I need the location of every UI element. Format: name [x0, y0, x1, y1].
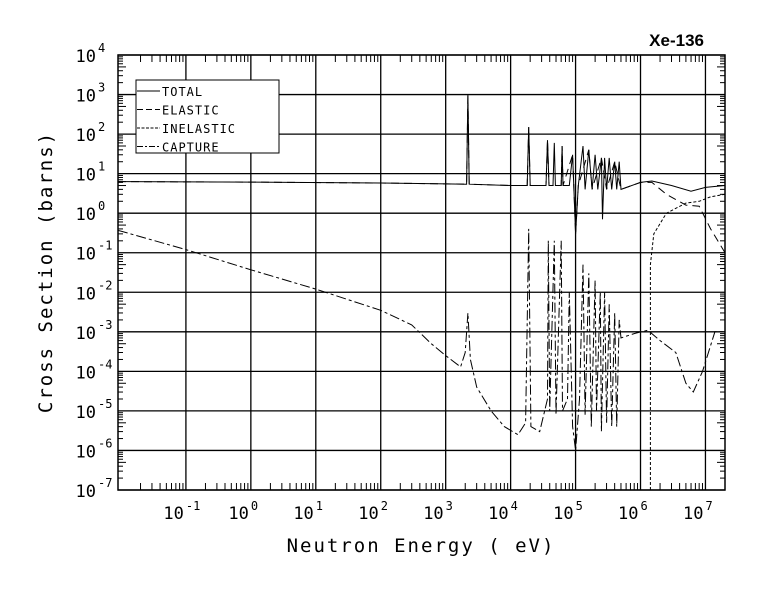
- y-tick-label: 10: [76, 47, 96, 67]
- tick-labels: 10 -1 10 0 10 1 10 2 10 3 10 4 10 5 10 6 10 710 410 310 210 1…: [76, 41, 713, 524]
- legend-box: [135, 79, 280, 154]
- legend-label-inelastic: INELASTIC: [162, 122, 236, 136]
- x-tick-label: 10: [423, 504, 443, 524]
- series-line-elastic: [118, 94, 725, 253]
- x-tick-exponent: 2: [381, 499, 388, 513]
- x-tick-exponent: 5: [576, 499, 583, 513]
- y-tick-exponent: 4: [98, 41, 105, 55]
- y-tick-label: 10: [76, 205, 96, 225]
- y-tick-exponent: -7: [98, 476, 112, 490]
- y-tick-exponent: -5: [98, 397, 112, 411]
- x-tick-exponent: 4: [511, 499, 518, 513]
- chart-title: Xe-136: [649, 31, 704, 50]
- x-tick-label: 10: [683, 504, 703, 524]
- x-tick-label: 10: [553, 504, 573, 524]
- series-line-inelastic: [649, 193, 725, 490]
- y-tick-exponent: -3: [98, 318, 112, 332]
- y-tick-exponent: 1: [98, 160, 105, 174]
- legend-label-total: TOTAL: [162, 85, 203, 99]
- x-tick-label: 10: [228, 504, 248, 524]
- x-tick-exponent: 6: [641, 499, 648, 513]
- y-tick-exponent: -2: [98, 278, 112, 292]
- y-tick-label: 10: [76, 284, 96, 304]
- y-tick-label: 10: [76, 442, 96, 462]
- y-tick-exponent: 2: [98, 120, 105, 134]
- x-axis-label: Neutron Energy ( eV): [287, 535, 556, 557]
- x-tick-label: 10: [358, 504, 378, 524]
- y-tick-label: 10: [76, 363, 96, 383]
- y-tick-label: 10: [76, 482, 96, 502]
- y-tick-exponent: -6: [98, 436, 112, 450]
- y-tick-label: 10: [76, 87, 96, 107]
- x-tick-exponent: 7: [705, 499, 712, 513]
- legend-label-capture: CAPTURE: [162, 141, 220, 155]
- legend-label-elastic: ELASTIC: [162, 104, 220, 118]
- x-tick-exponent: 0: [251, 499, 258, 513]
- y-tick-exponent: -4: [98, 357, 112, 371]
- x-tick-exponent: -1: [186, 499, 200, 513]
- y-tick-label: 10: [76, 126, 96, 146]
- series-line-capture: [118, 228, 725, 451]
- legend: TOTAL ELASTIC INELASTIC CAPTURE: [135, 79, 280, 155]
- x-tick-label: 10: [488, 504, 508, 524]
- x-tick-label: 10: [163, 504, 183, 524]
- y-tick-exponent: 3: [98, 81, 105, 95]
- y-tick-label: 10: [76, 324, 96, 344]
- y-tick-label: 10: [76, 403, 96, 423]
- x-tick-exponent: 1: [316, 499, 323, 513]
- y-tick-label: 10: [76, 245, 96, 265]
- x-tick-label: 10: [293, 504, 313, 524]
- y-axis-label: Cross Section (barns): [35, 131, 57, 413]
- x-tick-exponent: 3: [446, 499, 453, 513]
- y-tick-label: 10: [76, 166, 96, 186]
- plot-frame: [117, 54, 726, 491]
- series-lines: [118, 94, 725, 490]
- y-tick-exponent: -1: [98, 239, 112, 253]
- x-tick-label: 10: [618, 504, 638, 524]
- y-tick-exponent: 0: [98, 199, 105, 213]
